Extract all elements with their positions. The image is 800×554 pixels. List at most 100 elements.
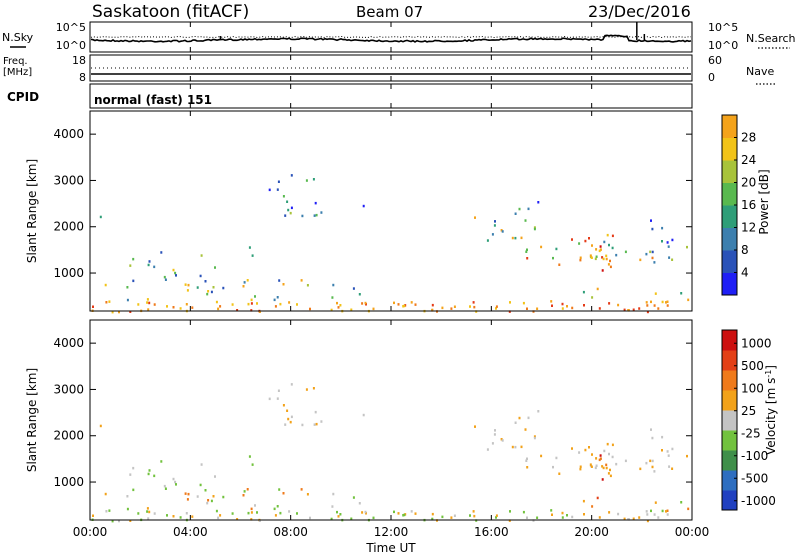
rti-cell xyxy=(646,513,649,516)
rti-cell xyxy=(315,213,318,217)
rti-cell xyxy=(638,307,641,310)
rti-cell xyxy=(514,421,517,424)
rti-cell xyxy=(153,265,156,269)
rti-cell xyxy=(282,283,285,286)
rti-cell xyxy=(591,296,594,299)
rti-cell xyxy=(222,495,225,499)
rti-cell xyxy=(611,443,614,447)
rti-cell xyxy=(527,416,530,420)
rti-cell xyxy=(301,423,304,427)
rti-cell xyxy=(207,290,210,293)
rti-cell xyxy=(591,244,593,247)
rti-cell xyxy=(301,214,304,218)
rti-cell xyxy=(278,279,281,282)
rti-cell xyxy=(243,490,246,493)
rti-cell xyxy=(578,451,581,454)
rti-cell xyxy=(336,510,338,514)
rti-cell xyxy=(290,174,293,177)
rti-cell xyxy=(160,251,163,254)
rti-cell xyxy=(274,305,277,308)
rti-cell xyxy=(200,463,203,466)
rti-cell xyxy=(524,428,527,431)
rti-cell xyxy=(172,268,175,272)
rti-cell xyxy=(153,512,156,515)
rti-cell xyxy=(332,492,335,496)
power-colorbar-label: Power [dB] xyxy=(757,169,771,234)
rti-cell xyxy=(300,279,303,282)
rti-cell xyxy=(174,480,177,484)
rti-cell xyxy=(536,307,539,310)
rti-cell xyxy=(533,226,536,229)
rti-cell xyxy=(132,257,135,261)
rti-cell xyxy=(639,258,642,262)
rti-cell xyxy=(522,301,525,305)
rti-cell xyxy=(164,487,167,490)
rti-cell xyxy=(210,499,213,503)
noise-sky-trace xyxy=(90,34,692,43)
rti-cell xyxy=(590,465,593,468)
rti-cell xyxy=(273,298,276,302)
rti-cell xyxy=(339,304,342,307)
rti-cell xyxy=(364,301,367,305)
rti-cell xyxy=(206,292,209,296)
rti-cell xyxy=(166,514,168,517)
beam-title: Beam 07 xyxy=(356,3,423,21)
rti-cell xyxy=(665,301,667,304)
cpid-label: CPID xyxy=(7,90,39,104)
x-tick-label: 12:00 xyxy=(374,525,409,539)
rti-cell xyxy=(558,263,561,266)
colorbar-segment xyxy=(722,430,737,451)
rti-cell xyxy=(172,477,175,481)
rti-cell xyxy=(486,448,489,451)
rti-cell xyxy=(296,512,298,515)
rti-cell xyxy=(520,236,523,240)
rti-cell xyxy=(526,248,528,251)
rti-cell xyxy=(212,495,215,498)
colorbar-segment xyxy=(722,390,737,411)
rti-cell xyxy=(129,473,132,476)
x-axis-ticks: 00:00 04:00 08:00 12:00 16:00 20:00 00:00 xyxy=(73,22,709,539)
velocity-y-ticks: 1000 2000 3000 4000 xyxy=(53,336,692,489)
rti-cell xyxy=(330,517,333,521)
rti-cell xyxy=(251,254,254,257)
rti-cell xyxy=(358,502,361,505)
rti-cell xyxy=(607,263,610,266)
rti-cell xyxy=(645,461,648,465)
rti-cell xyxy=(450,307,453,310)
rti-cell xyxy=(472,301,475,304)
rti-cell xyxy=(199,483,202,487)
rti-cell xyxy=(126,298,129,302)
rti-cell xyxy=(410,510,413,513)
rti-cell xyxy=(414,512,417,515)
velocity-unit-exponent: -1 xyxy=(764,370,773,378)
rti-cell xyxy=(104,283,107,287)
rti-cell xyxy=(596,287,599,291)
velocity-colorbar-label: Velocity [m s-1] xyxy=(764,365,779,455)
rti-cell xyxy=(508,519,511,522)
rti-cell xyxy=(185,512,188,515)
rti-cell xyxy=(680,501,683,504)
colorbar-tick-label: 24 xyxy=(741,153,756,167)
rti-cell xyxy=(206,501,209,505)
colorbar-tick-label: 16 xyxy=(741,198,756,212)
rti-cell xyxy=(336,301,338,305)
rti-cell xyxy=(309,516,311,520)
rti-cell xyxy=(290,383,293,386)
rti-cell xyxy=(486,239,489,242)
rti-cell xyxy=(305,179,308,182)
rti-cell xyxy=(300,488,303,491)
colorbar-segment xyxy=(722,205,737,228)
rti-cell xyxy=(540,245,543,249)
rti-cell xyxy=(609,259,611,263)
rti-cell xyxy=(147,517,150,520)
rti-cell xyxy=(552,256,554,260)
rti-cell xyxy=(595,255,598,258)
rti-cell xyxy=(393,301,395,305)
rti-cell xyxy=(589,463,592,466)
rti-cell xyxy=(654,292,657,295)
rti-cell xyxy=(601,256,604,259)
rti-cell xyxy=(222,286,225,290)
rti-cell xyxy=(105,301,108,304)
rti-cell xyxy=(624,459,627,463)
colorbar-tick-label: -100 xyxy=(741,449,768,463)
